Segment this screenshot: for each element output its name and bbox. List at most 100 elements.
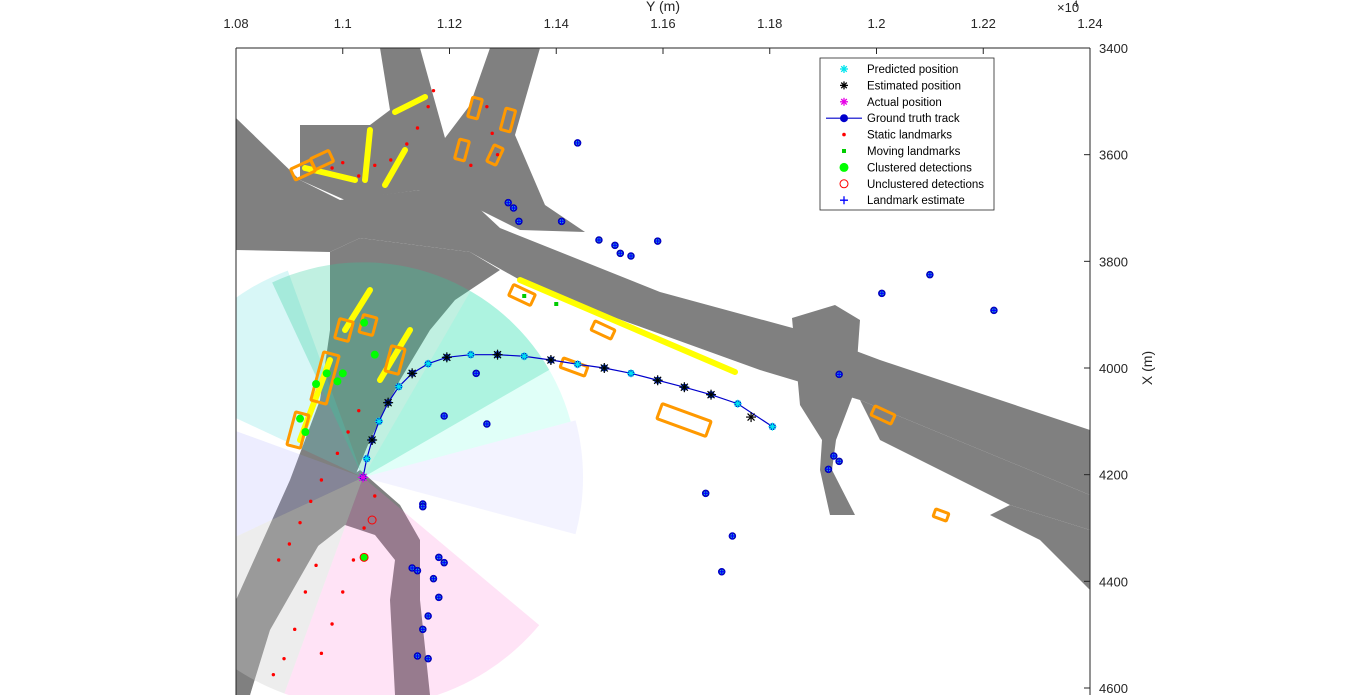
landmark-estimate-point [435,593,443,601]
vehicle-box [466,95,484,121]
landmark-estimate-point [654,237,662,245]
landmark-estimate-point [878,289,886,297]
predicted-position-point [466,350,475,359]
legend-marker [840,81,848,90]
legend-marker [840,196,848,205]
static-landmark-point [357,408,361,413]
lane-highlight [517,277,738,375]
static-landmark-point [373,494,377,498]
predicted-position-point [375,417,384,426]
landmark-estimate-point [435,553,443,561]
clustered-detection-point [296,414,305,423]
clustered-detection-point [312,380,321,388]
front-radar-coverage [272,262,550,478]
static-landmark-point [389,158,393,162]
estimated-position-point [492,349,503,360]
road-segment [792,305,860,515]
static-landmark-point [341,590,345,594]
estimated-position-point [545,355,556,365]
legend-box [819,57,995,211]
landmark-estimate-point [718,568,726,576]
moving-landmark-point [554,302,559,306]
vehicle-box [333,317,355,343]
road-segment [990,505,1090,590]
y-tick-label: 4200 [1099,468,1128,483]
landmark-estimate-point [424,655,432,663]
landmark-estimate-point [616,249,624,257]
predicted-position-point [394,382,403,391]
estimated-position-point [407,368,418,379]
landmark-estimate-point [440,412,448,420]
static-landmark-point [330,166,334,170]
landmark-estimate-point [824,465,832,473]
y-tick-label: 4000 [1099,361,1128,376]
legend-marker [842,149,846,153]
predicted-position-point [520,352,529,361]
static-landmark-point [357,174,361,178]
landmark-estimate-point [408,564,416,572]
vehicle-boxes-layer [285,94,951,523]
unclustered-detection-point [367,515,377,525]
vehicle-box [931,507,951,523]
clustered-detection-point [301,428,310,436]
static-landmark-point [314,563,318,568]
landmark-estimate-point [515,217,523,225]
static-landmark-point [319,478,324,482]
legend-label: Estimated position [867,80,961,92]
landmark-estimate-point [926,271,934,279]
static-landmark-point [319,651,324,656]
data-points-layer [271,88,998,677]
static-landmark-point [271,672,276,677]
lane-highlight [382,147,408,188]
front-right-radar-coverage [363,291,571,478]
predicted-position-point [362,454,371,463]
clustered-detection-point [360,553,369,562]
landmark-estimate-point [510,204,518,212]
estimated-position-point [706,389,717,400]
static-landmark-point [293,627,297,632]
vehicle-box [499,106,517,134]
static-landmark-point [469,163,473,168]
x-exponent-base: ×10 [1057,0,1079,15]
estimated-position-point [383,397,394,408]
legend-marker [840,65,848,73]
static-landmark-point [415,126,420,130]
clustered-detection-point [333,377,342,386]
static-landmark-point [341,160,345,165]
y-tick-label: 4600 [1099,681,1128,695]
estimated-position-point [746,412,757,423]
vehicle-box [383,344,407,376]
predicted-position-point [733,399,742,408]
static-landmark-point [431,88,436,93]
vehicle-box [869,404,897,426]
road-map-layer [236,48,1090,695]
static-landmark-point [362,526,366,530]
predicted-position-point [626,369,635,378]
x-tick-label: 1.22 [971,16,996,31]
landmark-estimate-point [835,457,843,465]
vehicle-box [589,319,617,341]
road-segment [236,470,430,695]
static-landmark-point [277,558,281,562]
y-tick-label: 4400 [1099,574,1128,589]
predicted-position-point [573,360,582,369]
lane-highlight [362,127,373,183]
legend-marker [842,132,846,137]
legend-marker [839,162,849,172]
sensor-coverage-layer [236,262,584,695]
static-landmark-point [351,558,356,562]
y-axis-label: X (m) [1139,351,1155,385]
lane-highlight [342,287,373,333]
clustered-detection-point [370,350,379,359]
rear-left-coverage [236,477,364,694]
clustered-detection-point [360,318,369,327]
landmark-estimate-point [558,217,566,225]
legend-label: Predicted position [867,64,958,76]
legend-marker [840,114,848,123]
x-tick-label: 1.16 [650,16,675,31]
legend-label: Landmark estimate [867,195,965,207]
lane-highlight [302,165,358,183]
static-landmark-point [346,430,350,434]
landmark-estimate-point [595,236,603,244]
